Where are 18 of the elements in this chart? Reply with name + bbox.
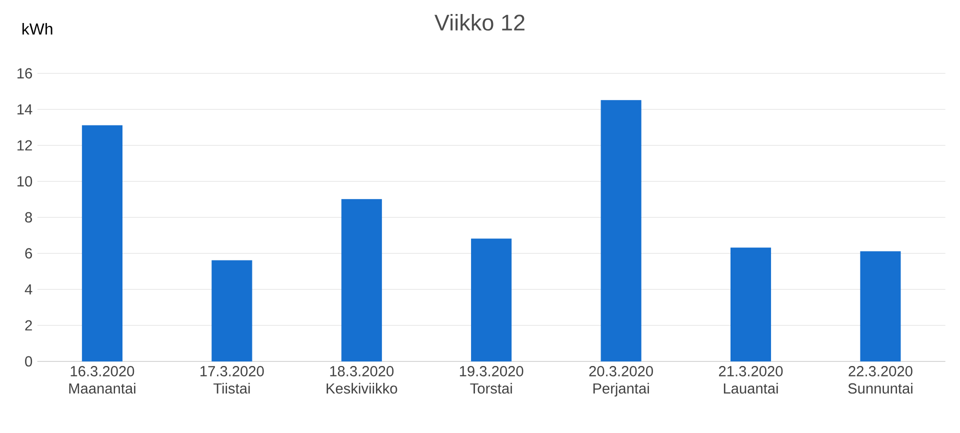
y-tick-label: 8	[25, 212, 32, 222]
x-tick-label: 21.3.2020 Lauantai	[718, 366, 783, 394]
y-tick-label: 4	[24, 284, 32, 294]
x-tick-label: 22.3.2020 Sunnuntai	[848, 366, 912, 394]
y-axis-title: kWh	[22, 22, 52, 34]
x-tick-label: 16.3.2020 Maanantai	[69, 366, 136, 394]
y-tick-label: 12	[17, 140, 32, 150]
y-tick-label: 2	[25, 320, 32, 330]
x-tick-label: 17.3.2020 Tiistai	[200, 366, 264, 394]
x-tick-label: 18.3.2020 Keskiviikko	[326, 366, 398, 394]
y-tick-label: 10	[17, 176, 32, 186]
y-tick-label: 16	[17, 68, 32, 78]
y-tick-label: 14	[17, 104, 32, 114]
x-tick-label: 19.3.2020 Torstai	[460, 366, 524, 394]
y-tick-label: 0	[25, 356, 32, 366]
y-tick-label: 6	[25, 248, 32, 258]
chart-title: Viikko 12	[434, 14, 524, 30]
x-tick-label: 20.3.2020 Perjantai	[589, 366, 653, 396]
